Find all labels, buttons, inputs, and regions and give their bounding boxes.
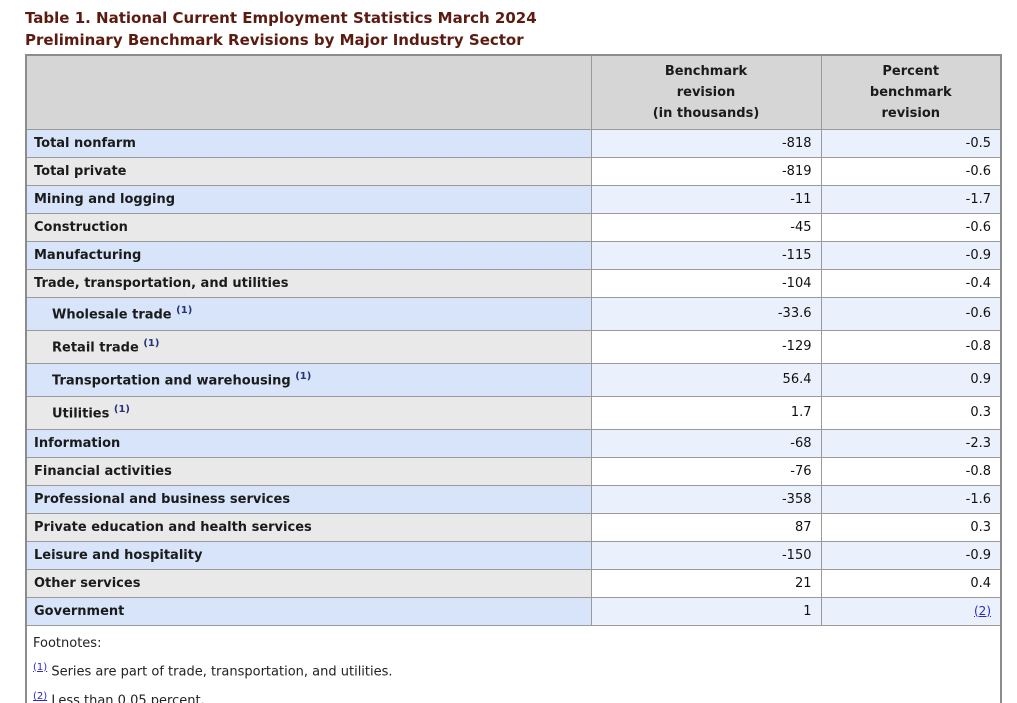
percent-revision-value: -0.5 (820, 128, 1002, 158)
percent-revision-value: -2.3 (820, 428, 1002, 458)
table-row: Utilities (1) 1.7 0.3 (25, 395, 1002, 430)
footnote-item-2: (2) Less than 0.05 percent. (33, 684, 992, 703)
footnote-marker-link[interactable]: (1) (176, 304, 193, 316)
table-row: Retail trade (1) -129 -0.8 (25, 329, 1002, 364)
table-body: Total nonfarm -818 -0.5 Total private -819 -0… (25, 128, 1002, 626)
percent-revision-value: -0.9 (820, 540, 1002, 570)
footnotes-heading: Footnotes: (33, 635, 102, 651)
industry-label: Total nonfarm (25, 128, 592, 158)
table-row: Trade, transportation, and utilities -104… (25, 268, 1002, 298)
percent-revision-value: -0.6 (820, 296, 1002, 331)
industry-label: Wholesale trade (1) (25, 296, 592, 331)
benchmark-revision-value: 1 (590, 596, 822, 626)
industry-label: Professional and business services (25, 484, 592, 514)
page-title-line1: Table 1. National Current Employment Sta… (25, 9, 537, 27)
percent-revision-value: 0.3 (820, 512, 1002, 542)
percent-revision-value: -0.4 (820, 268, 1002, 298)
industry-label: Transportation and warehousing (1) (25, 362, 592, 397)
percent-revision-value: -0.6 (820, 212, 1002, 242)
table-row: Leisure and hospitality -150 -0.9 (25, 540, 1002, 570)
benchmark-revision-value: -115 (590, 240, 822, 270)
table-row: Information -68 -2.3 (25, 428, 1002, 458)
benchmark-revision-value: -33.6 (590, 296, 822, 331)
footnote-marker-link[interactable]: (1) (113, 403, 131, 415)
percent-revision-value: -1.7 (820, 184, 1002, 214)
table-row: Total private -819 -0.6 (25, 156, 1002, 186)
benchmark-revision-value: 56.4 (590, 362, 822, 397)
industry-label: Information (25, 428, 592, 458)
industry-label: Retail trade (1) (25, 329, 592, 364)
benchmark-revision-value: -818 (590, 128, 822, 158)
table-row: Transportation and warehousing (1) 56.4 0.… (25, 362, 1002, 397)
table-row: Construction -45 -0.6 (25, 212, 1002, 242)
percent-revision-value: 0.4 (820, 568, 1002, 598)
industry-label: Leisure and hospitality (25, 540, 592, 570)
table-row: Government 1 (2) (25, 596, 1002, 626)
benchmark-revision-value: 1.7 (590, 395, 822, 430)
page-title-line2: Preliminary Benchmark Revisions by Major… (25, 31, 524, 49)
table-row: Mining and logging -11 -1.7 (25, 184, 1002, 214)
footnote-marker-link[interactable]: (1) (143, 337, 160, 349)
table-row: Manufacturing -115 -0.9 (25, 240, 1002, 270)
footnote-1-link[interactable]: (1) (33, 661, 48, 673)
benchmark-revision-value: -76 (590, 456, 822, 486)
table-header-row: Benchmark revision (in thousands) Percen… (25, 54, 1002, 130)
table-row: Wholesale trade (1) -33.6 -0.6 (25, 296, 1002, 331)
table-row: Private education and health services 87 0… (25, 512, 1002, 542)
industry-label: Financial activities (25, 456, 592, 486)
benchmark-revision-value: -11 (590, 184, 822, 214)
benchmark-revision-value: -68 (590, 428, 822, 458)
footnotes-cell: Footnotes: (1) Series are part of trade,… (25, 624, 1002, 703)
column-header-percent-benchmark-revision: Percent benchmark revision (820, 54, 1002, 130)
industry-label: Total private (25, 156, 592, 186)
benchmark-revision-value: -358 (590, 484, 822, 514)
percent-revision-value: -0.8 (820, 329, 1002, 364)
industry-label: Government (25, 596, 592, 626)
table-row: Other services 21 0.4 (25, 568, 1002, 598)
table-row: Financial activities -76 -0.8 (25, 456, 1002, 486)
column-header-benchmark-revision: Benchmark revision (in thousands) (590, 54, 822, 130)
industry-label: Other services (25, 568, 592, 598)
benchmark-revision-value: -150 (590, 540, 822, 570)
footnotes-row: Footnotes: (1) Series are part of trade,… (25, 624, 1002, 703)
table-row: Professional and business services -358 -1… (25, 484, 1002, 514)
footnote-item-1: (1) Series are part of trade, transporta… (33, 655, 992, 684)
benchmark-revision-value: -104 (590, 268, 822, 298)
percent-revision-value: -1.6 (820, 484, 1002, 514)
footnote-2-text: Less than 0.05 percent. (51, 693, 205, 703)
benchmark-revision-value: -45 (590, 212, 822, 242)
page-titles: Table 1. National Current Employment Sta… (25, 7, 1017, 51)
percent-revision-value: -0.9 (820, 240, 1002, 270)
percent-revision-value: -0.8 (820, 456, 1002, 486)
benchmark-revision-value: 21 (590, 568, 822, 598)
percent-revision-value: (2) (820, 596, 1002, 626)
industry-label: Construction (25, 212, 592, 242)
industry-label: Utilities (1) (25, 395, 592, 430)
benchmark-revision-value: -819 (590, 156, 822, 186)
benchmark-revisions-table: Benchmark revision (in thousands) Percen… (25, 54, 1002, 703)
table-row: Total nonfarm -818 -0.5 (25, 128, 1002, 158)
industry-label: Mining and logging (25, 184, 592, 214)
percent-revision-value: 0.3 (820, 395, 1002, 430)
footnote-2-cell-link[interactable]: (2) (974, 603, 991, 618)
industry-label: Private education and health services (25, 512, 592, 542)
industry-label: Trade, transportation, and utilities (25, 268, 592, 298)
footnote-marker-link[interactable]: (1) (295, 370, 312, 382)
percent-revision-value: -0.6 (820, 156, 1002, 186)
benchmark-revision-value: 87 (590, 512, 822, 542)
industry-label: Manufacturing (25, 240, 592, 270)
percent-revision-value: 0.9 (820, 362, 1002, 397)
column-header-industry (25, 54, 592, 130)
footnote-2-link[interactable]: (2) (33, 690, 48, 702)
footnote-1-text: Series are part of trade, transportation… (51, 663, 393, 679)
benchmark-revision-value: -129 (590, 329, 822, 364)
